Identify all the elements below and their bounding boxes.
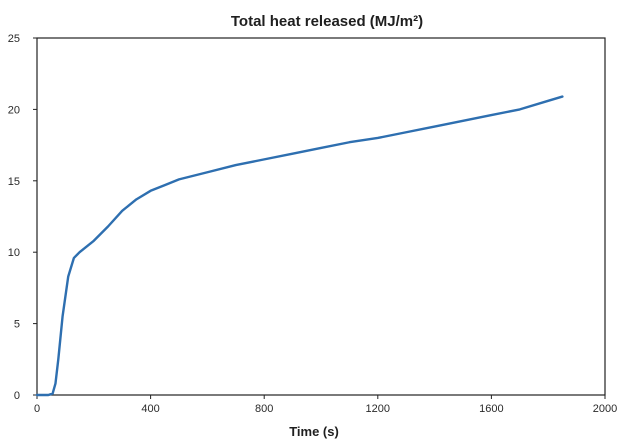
x-tick-label: 1200 xyxy=(366,403,390,415)
y-tick-label: 25 xyxy=(8,33,20,45)
series-layer xyxy=(35,95,564,397)
y-tick-label: 5 xyxy=(14,319,20,331)
y-tick-label: 20 xyxy=(8,104,20,116)
x-tick-label: 400 xyxy=(141,403,159,415)
y-axis: 0 5 10 15 20 25 xyxy=(8,33,37,402)
x-axis: 0 400 800 1200 1600 2000 xyxy=(34,395,617,415)
x-axis-label: Time (s) xyxy=(289,424,339,439)
x-tick-label: 0 xyxy=(34,403,40,415)
x-tick-label: 2000 xyxy=(593,403,617,415)
y-tick-label: 15 xyxy=(8,176,20,188)
chart-title: Total heat released (MJ/m²) xyxy=(231,13,423,30)
y-tick-label: 0 xyxy=(14,390,20,402)
series-line-0 xyxy=(35,95,564,397)
x-tick-label: 800 xyxy=(255,403,273,415)
y-tick-label: 10 xyxy=(8,247,20,259)
x-tick-label: 1600 xyxy=(479,403,503,415)
plot-area xyxy=(36,37,606,396)
